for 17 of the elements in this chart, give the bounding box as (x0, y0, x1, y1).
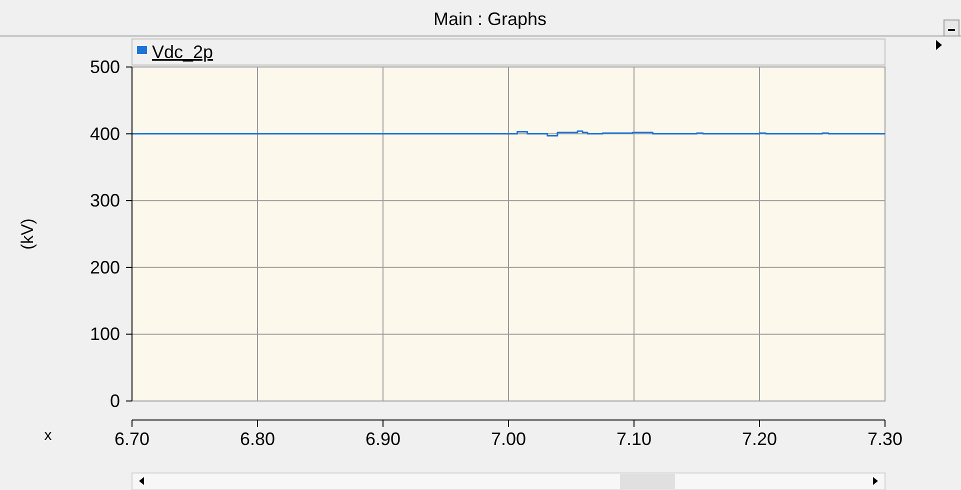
y-tick-label: 0 (110, 391, 120, 411)
x-axis-title: x (44, 427, 52, 444)
y-tick-label: 400 (90, 124, 120, 144)
x-tick-label: 7.30 (867, 429, 903, 449)
legend-label: Vdc_2p (152, 42, 214, 62)
x-tick-label: 6.80 (240, 429, 276, 449)
chart-title: Main : Graphs (433, 9, 547, 29)
y-tick-label: 200 (90, 257, 120, 278)
y-tick-label: 500 (90, 57, 120, 77)
x-tick-label: 7.10 (616, 429, 652, 449)
y-axis-title: (kV) (18, 218, 37, 250)
x-tick-label: 6.90 (365, 429, 401, 449)
y-tick-label: 100 (90, 324, 120, 344)
y-tick-label: 300 (90, 190, 120, 211)
x-tick-label: 7.20 (742, 429, 778, 449)
x-tick-label: 7.00 (490, 429, 526, 449)
x-tick-label: 6.70 (114, 429, 150, 449)
